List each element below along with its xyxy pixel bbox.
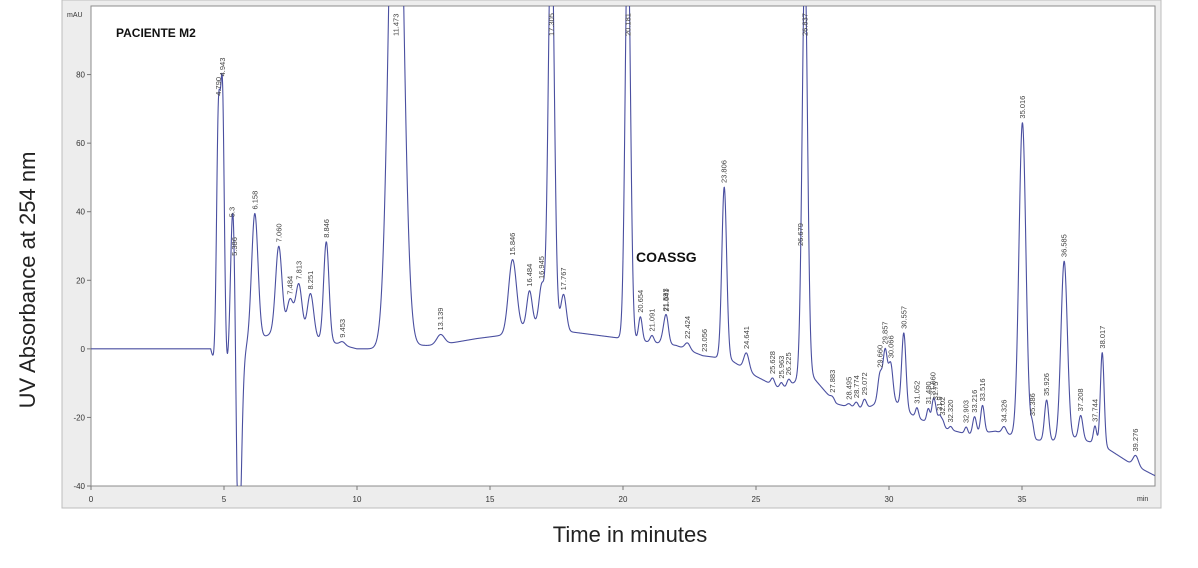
- peak-label: 5.386: [230, 237, 239, 256]
- y-unit-label: mAU: [67, 12, 83, 19]
- y-tick-label: 80: [76, 71, 85, 80]
- peak-label: 7.813: [294, 261, 303, 280]
- peak-label: 31.052: [913, 381, 922, 404]
- peak-label: 15.846: [508, 233, 517, 256]
- peak-label: 29.857: [881, 321, 890, 344]
- y-tick-label: 60: [76, 139, 85, 148]
- peak-label: 27.883: [828, 370, 837, 393]
- peak-label: 35.386: [1028, 393, 1037, 416]
- x-tick-label: 25: [752, 495, 761, 504]
- peak-label: 20.181: [623, 13, 632, 36]
- peak-label: 26.225: [784, 352, 793, 375]
- x-tick-label: 15: [486, 495, 495, 504]
- peak-label: 5.3: [228, 207, 237, 217]
- peak-label: 4.790: [214, 77, 223, 96]
- peak-label: 38.017: [1098, 326, 1107, 349]
- x-tick-label: 35: [1018, 495, 1027, 504]
- absorbance-trace: [91, 6, 1155, 486]
- x-tick-label: 10: [353, 495, 362, 504]
- x-tick-label: 20: [619, 495, 628, 504]
- peak-label: 4.943: [218, 58, 227, 77]
- x-tick-label: 5: [222, 495, 227, 504]
- peak-label: 7.060: [274, 223, 283, 242]
- peak-label: 17.305: [547, 13, 556, 36]
- peak-label: 6.158: [250, 191, 259, 210]
- peak-label: 32.320: [946, 400, 955, 423]
- peak-label: 20.654: [636, 290, 645, 313]
- peak-label: 25.963: [777, 356, 786, 379]
- peak-label: 16.945: [537, 256, 546, 279]
- peak-label: 35.926: [1042, 373, 1051, 396]
- peak-label: 31.480: [924, 381, 933, 404]
- peak-label: 8.846: [322, 219, 331, 238]
- peak-label: 33.216: [970, 390, 979, 413]
- peak-label: 21.593: [661, 288, 670, 311]
- x-tick-label: 0: [89, 495, 94, 504]
- peak-label: 31.75: [931, 382, 940, 401]
- peak-labels: 4.7904.9435.35.3866.1587.0607.4847.8138.…: [214, 13, 1140, 451]
- peak-label: 37.744: [1091, 399, 1100, 422]
- peak-label: 28.495: [845, 377, 854, 400]
- peak-label: 30.066: [886, 335, 895, 358]
- x-tick-label: 30: [885, 495, 894, 504]
- peak-label: 36.585: [1060, 234, 1069, 257]
- peak-label: 26.837: [800, 13, 809, 36]
- x-axis-title: Time in minutes: [552, 522, 708, 547]
- peak-label: 8.251: [306, 271, 315, 290]
- annotation-coassg: COASSG: [636, 249, 697, 265]
- peak-label: 23.056: [700, 329, 709, 352]
- peak-label: 29.072: [860, 372, 869, 395]
- peak-label: 28.774: [852, 375, 861, 398]
- peak-label: 13.139: [436, 308, 445, 331]
- y-axis: -40 -20 0 20 40 60 80: [73, 71, 91, 491]
- peak-label: 9.453: [338, 319, 347, 338]
- y-axis-title: UV Absorbance at 254 nm: [15, 151, 40, 409]
- y-tick-label: -40: [73, 482, 85, 491]
- peak-label: 17.767: [559, 267, 568, 290]
- peak-label: 7.484: [286, 276, 295, 295]
- peak-label: 32.02: [938, 397, 947, 416]
- y-tick-label: 40: [76, 208, 85, 217]
- peak-label: 11.473: [392, 14, 401, 36]
- peak-label: 21.091: [648, 309, 657, 332]
- peak-label: 24.641: [742, 326, 751, 349]
- peak-label: 16.484: [525, 264, 534, 287]
- x-axis: 0 5 10 15 20 25 30 35: [89, 486, 1027, 504]
- y-tick-label: -20: [73, 413, 85, 422]
- peak-label: 37.208: [1076, 388, 1085, 411]
- peak-label: 33.516: [978, 378, 987, 401]
- peak-label: 35.016: [1018, 96, 1027, 119]
- y-tick-label: 20: [76, 276, 85, 285]
- chart-title: PACIENTE M2: [116, 26, 196, 40]
- peak-label: 30.557: [899, 306, 908, 329]
- x-unit-label: min: [1137, 496, 1148, 503]
- peak-label: 39.276: [1131, 429, 1140, 452]
- y-tick-label: 0: [81, 345, 86, 354]
- peak-label: 31.9: [935, 396, 944, 411]
- peak-label: 25.628: [768, 351, 777, 374]
- peak-label: 31.660: [929, 372, 938, 395]
- peak-label: 34.326: [1000, 400, 1009, 423]
- peak-label: 29.660: [876, 345, 885, 368]
- peak-label: 32.903: [962, 400, 971, 423]
- peak-label: 22.424: [683, 316, 692, 339]
- peak-label: 21.641: [662, 289, 671, 312]
- y-axis-title-box: UV Absorbance at 254 nm: [8, 60, 48, 500]
- peak-label: 23.806: [720, 160, 729, 183]
- peak-label: 26.679: [796, 223, 805, 246]
